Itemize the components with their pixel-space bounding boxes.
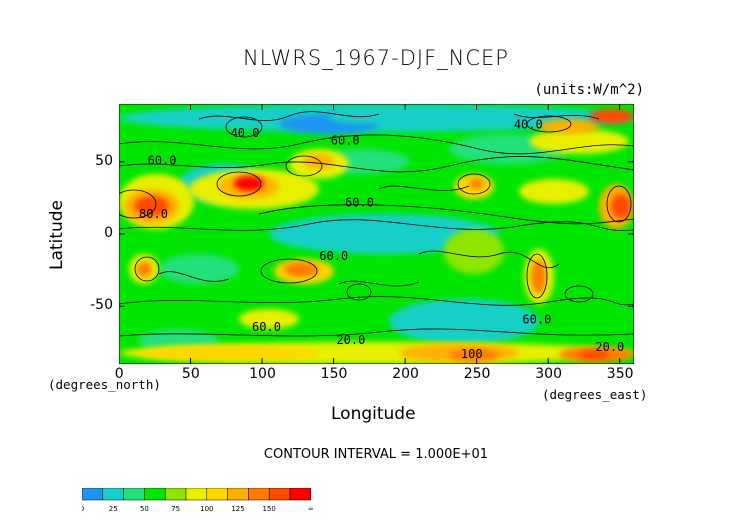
y-axis-label: Latitude [47, 200, 67, 270]
colorbar-level-label: 75 [171, 505, 180, 513]
y-tick-label: 50 [95, 152, 113, 169]
colorbar-level-label: 25 [109, 505, 118, 513]
y-tick-label: -50 [90, 297, 113, 314]
field-patch [444, 229, 504, 274]
contour-ring [285, 155, 323, 177]
contour-ring [134, 256, 160, 282]
contour-value-label: 100 [461, 347, 483, 361]
colorbar-box [144, 488, 166, 501]
contour-ring [260, 258, 318, 284]
colorbar-boxes [82, 488, 312, 501]
field-patch [269, 214, 499, 254]
colorbar-box [123, 488, 145, 501]
contour-value-label: 60.0 [148, 154, 177, 168]
colorbar-level-label: 125 [231, 505, 244, 513]
contour-line [119, 328, 634, 337]
contour-ring [526, 115, 572, 133]
colorbar-box [185, 488, 208, 501]
shaded-field-layer [119, 104, 634, 364]
contour-ring [606, 185, 632, 223]
contour-interval-label: CONTOUR INTERVAL = 1.000E+01 [263, 447, 489, 462]
colorbar-box [164, 488, 187, 501]
y-unit-label: (degrees_north) [48, 377, 161, 392]
contour-ring [526, 253, 548, 299]
contour-label-layer: 40.0 60.0 60.0 60.0 80.0 60.0 60.0 60.0 20.0 100 2… [139, 118, 624, 362]
field-patch [519, 179, 589, 204]
x-unit-label: (degrees_east) [542, 387, 648, 402]
contour-ring [346, 283, 372, 301]
colorbar-box [289, 488, 312, 501]
x-tick-label: 0 [114, 366, 124, 382]
field-patch [137, 262, 152, 277]
field-patch [389, 299, 539, 344]
x-tick-label: 50 [181, 366, 200, 382]
colorbar-level-label: ∞ [308, 505, 314, 513]
colorbar-box [268, 488, 291, 501]
x-tick-label: 150 [320, 366, 348, 382]
colorbar-level-label: 50 [140, 505, 149, 513]
x-tick-label: 100 [249, 366, 276, 382]
contour-line [338, 280, 420, 287]
field-patch [234, 176, 264, 191]
contour-value-label: 60.0 [319, 249, 348, 263]
field-patch [304, 154, 334, 169]
contour-value-label: 80.0 [139, 207, 168, 221]
colorbar-box [82, 488, 104, 501]
field-patch [449, 349, 499, 361]
contour-line [158, 271, 230, 282]
contour-value-label: 60.0 [252, 320, 281, 334]
chart-title: NLWRS_1967-DJF_NCEP [243, 46, 509, 70]
colorbar-box [206, 488, 228, 501]
field-patch [531, 259, 546, 294]
colorbar: 0 25 50 75 100 125 150 ∞ [82, 488, 314, 513]
contour-ring [119, 189, 157, 219]
colorbar-box [102, 488, 124, 501]
contour-value-label: 40.0 [231, 126, 260, 140]
x-tick-label: 250 [463, 366, 491, 382]
field-patch [589, 109, 634, 124]
contour-ring [564, 285, 594, 303]
y-tick-label: 0 [104, 225, 113, 241]
contour-value-label: 60.0 [522, 313, 551, 327]
contour-line [119, 296, 634, 306]
contour-ring [216, 171, 262, 197]
field-patch [159, 254, 239, 284]
contour-ring [225, 116, 263, 138]
contour-line [119, 156, 634, 173]
contour-line [119, 134, 634, 155]
field-patch [539, 119, 599, 134]
field-patch [611, 194, 631, 219]
x-tick-label: 200 [392, 366, 419, 382]
contour-value-label: 20.0 [336, 333, 365, 347]
field-patch [284, 262, 319, 277]
colorbar-box [248, 488, 270, 501]
colorbar-level-label: 0 [82, 505, 84, 513]
contour-line [258, 204, 634, 225]
contour-value-label: 40.0 [514, 118, 543, 132]
contour-value-label: 60.0 [331, 133, 360, 147]
contour-value-label: 20.0 [595, 340, 624, 354]
contour-ring [457, 173, 491, 195]
colorbar-level-label: 100 [200, 505, 213, 513]
field-patch [529, 129, 629, 154]
field-patch [239, 309, 299, 329]
colorbar-box [227, 488, 249, 501]
tick-mark-layer [119, 104, 634, 364]
units-label: (units:W/m^2) [534, 82, 644, 98]
colorbar-labels: 0 25 50 75 100 125 150 ∞ [82, 505, 314, 513]
x-tick-label: 350 [606, 366, 634, 382]
x-axis-label: Longitude [331, 404, 416, 424]
contour-line [418, 250, 560, 269]
field-patch [469, 179, 484, 189]
field-patch [139, 346, 319, 361]
field-patch [579, 350, 609, 360]
contour-line [198, 111, 380, 121]
x-tick-label: 300 [535, 366, 562, 382]
field-patch [134, 196, 169, 216]
contour-value-label: 60.0 [345, 196, 374, 210]
contour-plot: 40.0 60.0 60.0 60.0 80.0 60.0 60.0 60.0 20.0 100 2… [119, 104, 634, 364]
contour-line-layer [119, 111, 634, 337]
colorbar-level-label: 150 [263, 505, 276, 513]
